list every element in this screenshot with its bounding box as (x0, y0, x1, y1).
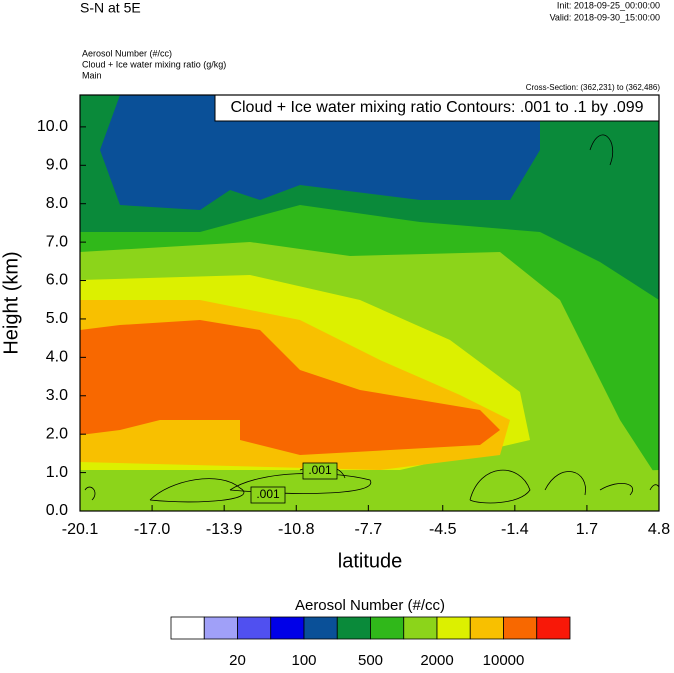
plot-frame (79, 94, 660, 512)
x-tick-label: -13.9 (206, 521, 243, 538)
y-axis-label: Height (km) (0, 251, 22, 354)
contour-line (84, 486, 96, 501)
field-label: Aerosol Number (#/cc) (82, 48, 172, 58)
y-tick-label: 4.0 (46, 349, 68, 366)
contour-label-box (250, 486, 286, 504)
y-tick-label: 9.0 (46, 157, 68, 174)
colorbar-box (503, 616, 538, 640)
x-tick-label: -17.0 (134, 521, 171, 538)
cross-section: Cross-Section: (362,231) to (362,486) (526, 83, 661, 92)
contour-label: .001 (256, 487, 280, 501)
x-tick-label: -7.7 (355, 521, 383, 538)
contour-line (544, 471, 586, 496)
title: S-N at 5E (80, 0, 141, 16)
y-tick-label: 1.0 (46, 464, 68, 481)
y-tick-label: 7.0 (46, 233, 68, 250)
contour-label-box (302, 462, 338, 480)
colorbar-box (403, 616, 438, 640)
y-tick-label: 2.0 (46, 425, 68, 442)
colorbar-box (436, 616, 471, 640)
contour-line (149, 478, 245, 503)
y-tick-label: 5.0 (46, 310, 68, 327)
contour-line (649, 484, 659, 491)
contour-line (469, 469, 531, 504)
colorbar-box (336, 616, 371, 640)
contour-legend: Cloud + Ice water mixing ratio Contours:… (230, 99, 643, 116)
colorbar-label: 20 (229, 652, 246, 668)
colorbar-label: 2000 (420, 652, 453, 668)
colorbar-label: 10000 (483, 652, 525, 668)
colorbar-box (303, 616, 338, 640)
x-tick-label: -20.1 (62, 521, 99, 538)
colorbar-label: 100 (291, 652, 316, 668)
contour-line (589, 134, 614, 166)
x-tick-label: -4.5 (429, 521, 457, 538)
colorbar-box (370, 616, 405, 640)
x-tick-label: 1.7 (576, 521, 598, 538)
contour-region (80, 320, 500, 455)
field-label: Main (82, 70, 102, 80)
y-tick-label: 0.0 (46, 502, 68, 519)
colorbar-box (469, 616, 504, 640)
x-tick-label: -10.8 (278, 521, 315, 538)
x-axis-label: latitude (338, 550, 403, 572)
colorbar-box (237, 616, 272, 640)
x-tick-label: -1.4 (501, 521, 529, 538)
colorbar-label: 500 (358, 652, 383, 668)
x-tick-label: 4.8 (648, 521, 670, 538)
contour-label: .001 (308, 463, 332, 477)
plot-area: .001 .001 Cloud + Ice water mixing ratio C… (80, 94, 660, 511)
colorbar-box (170, 616, 205, 640)
contour-fill: .001 .001 (80, 95, 659, 511)
y-tick-label: 6.0 (46, 272, 68, 289)
contour-line (599, 483, 633, 496)
y-tick-label: 8.0 (46, 195, 68, 212)
valid-time: Valid: 2018-09-30_15:00:00 (550, 12, 660, 22)
y-tick-label: 10.0 (37, 118, 68, 135)
colorbar-box (203, 616, 238, 640)
colorbar-box (270, 616, 305, 640)
contour-line (229, 473, 372, 494)
contour-region (100, 95, 540, 210)
field-label: Cloud + Ice water mixing ratio (g/kg) (82, 59, 226, 69)
colorbar-title: Aerosol Number (#/cc) (295, 597, 445, 614)
y-tick-label: 3.0 (46, 387, 68, 404)
init-time: Init: 2018-09-25_00:00:00 (557, 0, 660, 10)
contour-region (80, 470, 659, 511)
colorbar-box (536, 616, 571, 640)
